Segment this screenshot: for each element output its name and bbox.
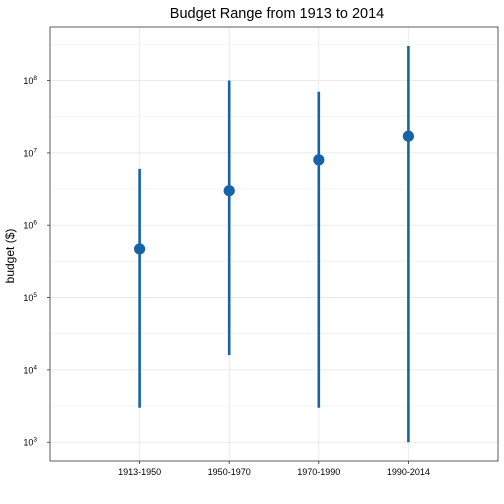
y-tick-label: 105 [23, 292, 37, 303]
y-tick-label: 108 [23, 75, 37, 86]
y-tick-base: 10 [23, 148, 33, 158]
data-point-1913-1950 [134, 243, 146, 255]
y-tick-base: 10 [23, 365, 33, 375]
y-tick-label: 106 [23, 220, 37, 231]
y-axis-label: budget ($) [3, 229, 17, 284]
y-tick-exponent: 7 [33, 147, 37, 154]
chart-title: Budget Range from 1913 to 2014 [170, 6, 384, 22]
y-tick-base: 10 [23, 76, 33, 86]
grid-layer [50, 27, 498, 461]
y-tick-label: 103 [23, 437, 37, 448]
y-tick-exponent: 6 [33, 220, 37, 227]
x-tick-label: 1990-2014 [387, 467, 430, 477]
y-tick-exponent: 5 [33, 292, 37, 299]
y-tick-exponent: 4 [33, 364, 37, 371]
y-tick-exponent: 8 [33, 75, 37, 82]
y-tick-exponent: 3 [33, 437, 37, 444]
y-tick-base: 10 [23, 438, 33, 448]
data-point-1950-1970 [223, 185, 235, 197]
panel-border [49, 26, 499, 462]
y-tick-base: 10 [23, 221, 33, 231]
x-tick-label: 1950-1970 [208, 467, 251, 477]
x-tick-label: 1913-1950 [118, 467, 161, 477]
data-point-1990-2014 [402, 130, 414, 142]
y-tick-label: 107 [23, 147, 37, 158]
y-tick-label: 104 [23, 364, 37, 375]
x-tick-label: 1970-1990 [297, 467, 340, 477]
marks-layer [134, 46, 414, 443]
data-point-1970-1990 [313, 154, 325, 166]
y-tick-base: 10 [23, 293, 33, 303]
